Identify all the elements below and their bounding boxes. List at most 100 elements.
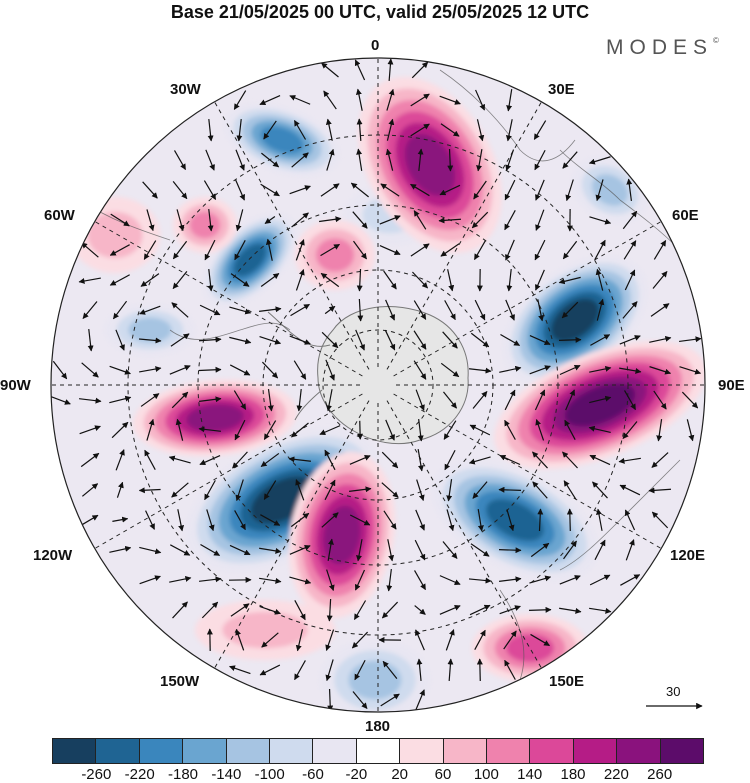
map-title: Base 21/05/2025 00 UTC, valid 25/05/2025…	[170, 2, 590, 22]
wind-arrow	[565, 389, 575, 411]
wind-arrow	[294, 600, 306, 621]
wind-arrow	[109, 274, 130, 286]
wind-arrow	[386, 88, 395, 111]
wind-arrow	[414, 539, 426, 561]
colorbar-tick-label: 260	[647, 766, 673, 783]
wind-arrow	[291, 422, 309, 438]
wind-arrow	[229, 336, 252, 345]
wind-arrow	[410, 243, 430, 257]
wind-arrow	[625, 539, 635, 561]
wind-arrow	[233, 90, 247, 110]
wind-arrow	[447, 269, 455, 292]
wind-arrow	[144, 449, 156, 470]
wind-arrow	[201, 601, 219, 619]
wind-arrow	[415, 689, 425, 711]
wind-arrow	[562, 451, 578, 469]
wind-arrow	[289, 576, 312, 585]
wind-arrow	[116, 481, 124, 498]
wind-arrow	[290, 512, 310, 528]
wind-arrow	[559, 364, 581, 376]
wind-arrow	[476, 658, 483, 682]
wind-arrow	[653, 390, 667, 410]
colorbar-swatch	[313, 739, 357, 763]
wind-arrow	[139, 546, 162, 555]
wind-arrow	[229, 544, 251, 556]
latitude-circle	[322, 329, 434, 441]
wind-arrow	[439, 605, 461, 615]
wind-arrow	[440, 362, 460, 378]
map-boundary	[50, 57, 706, 713]
wind-arrow	[410, 93, 430, 107]
wind-arrow	[111, 421, 129, 439]
wind-arrow	[265, 238, 273, 261]
colorbar-swatch	[400, 739, 444, 763]
colorbar-tick-label: 180	[560, 766, 586, 783]
wind-arrow	[351, 631, 369, 649]
wind-arrow	[143, 240, 157, 260]
meridian-line	[393, 221, 662, 377]
wind-arrow	[623, 240, 637, 260]
colorbar-tick-label: -220	[124, 766, 155, 783]
wind-arrow	[138, 337, 162, 344]
modes-logo: MODES©	[606, 36, 719, 60]
wind-arrow	[296, 389, 303, 412]
colorbar-tick-label: -140	[211, 766, 242, 783]
wind-arrow	[293, 360, 307, 380]
wind-arrow	[590, 334, 611, 346]
wind-arrow	[589, 607, 612, 614]
wind-arrow	[592, 481, 608, 499]
wind-arrow	[259, 306, 282, 313]
wind-arrow	[563, 540, 577, 560]
wind-arrow	[204, 239, 216, 261]
colorbar-tick-label: -100	[254, 766, 285, 783]
wind-arrow	[475, 89, 486, 111]
wind-arrow	[295, 629, 304, 652]
wind-arrow	[535, 269, 545, 291]
wind-arrow	[416, 658, 423, 682]
wind-arrow	[326, 598, 333, 622]
wind-arrow	[198, 366, 222, 373]
wind-arrow	[235, 479, 244, 502]
wind-arrow	[82, 301, 98, 319]
wind-arrow	[320, 272, 340, 288]
colorbar-tick-label: 140	[517, 766, 543, 783]
wind-arrow	[468, 577, 492, 584]
wind-arrow	[289, 335, 311, 345]
wind-arrow	[261, 632, 279, 648]
wind-arrow	[504, 419, 516, 440]
wind-arrow	[417, 449, 424, 472]
wind-arrow	[385, 148, 394, 171]
wind-arrow	[321, 331, 339, 349]
positive-anomaly-contour	[323, 505, 361, 565]
wind-arrow	[110, 213, 130, 227]
wind-arrow	[626, 178, 633, 201]
wind-arrow	[386, 569, 393, 592]
wind-arrow	[349, 486, 372, 493]
wind-arrow	[79, 397, 102, 404]
wind-arrow	[413, 210, 427, 230]
colorbar-swatch	[530, 739, 574, 763]
wind-arrow	[146, 209, 155, 232]
wind-arrow	[207, 118, 214, 142]
wind-arrow	[264, 216, 276, 224]
wind-arrow	[234, 510, 246, 531]
wind-arrow	[534, 149, 546, 171]
positive-anomaly-contour	[222, 611, 308, 649]
wind-arrow	[207, 269, 214, 292]
wind-arrow	[535, 209, 545, 231]
lon-label-0: 0	[371, 37, 380, 54]
wind-arrow	[321, 62, 339, 78]
wind-arrow	[566, 508, 573, 532]
wind-arrow	[442, 331, 458, 349]
meridian-line	[94, 221, 363, 377]
wind-arrow	[506, 509, 515, 532]
wind-arrow	[498, 547, 522, 554]
wind-arrow	[230, 603, 250, 617]
wind-arrow	[413, 360, 427, 380]
wind-arrow	[200, 543, 221, 557]
wind-arrow	[81, 514, 99, 526]
wind-arrow	[260, 272, 280, 288]
wind-arrow	[380, 183, 400, 197]
wind-arrow	[472, 391, 488, 409]
wind-arrow	[172, 271, 188, 290]
